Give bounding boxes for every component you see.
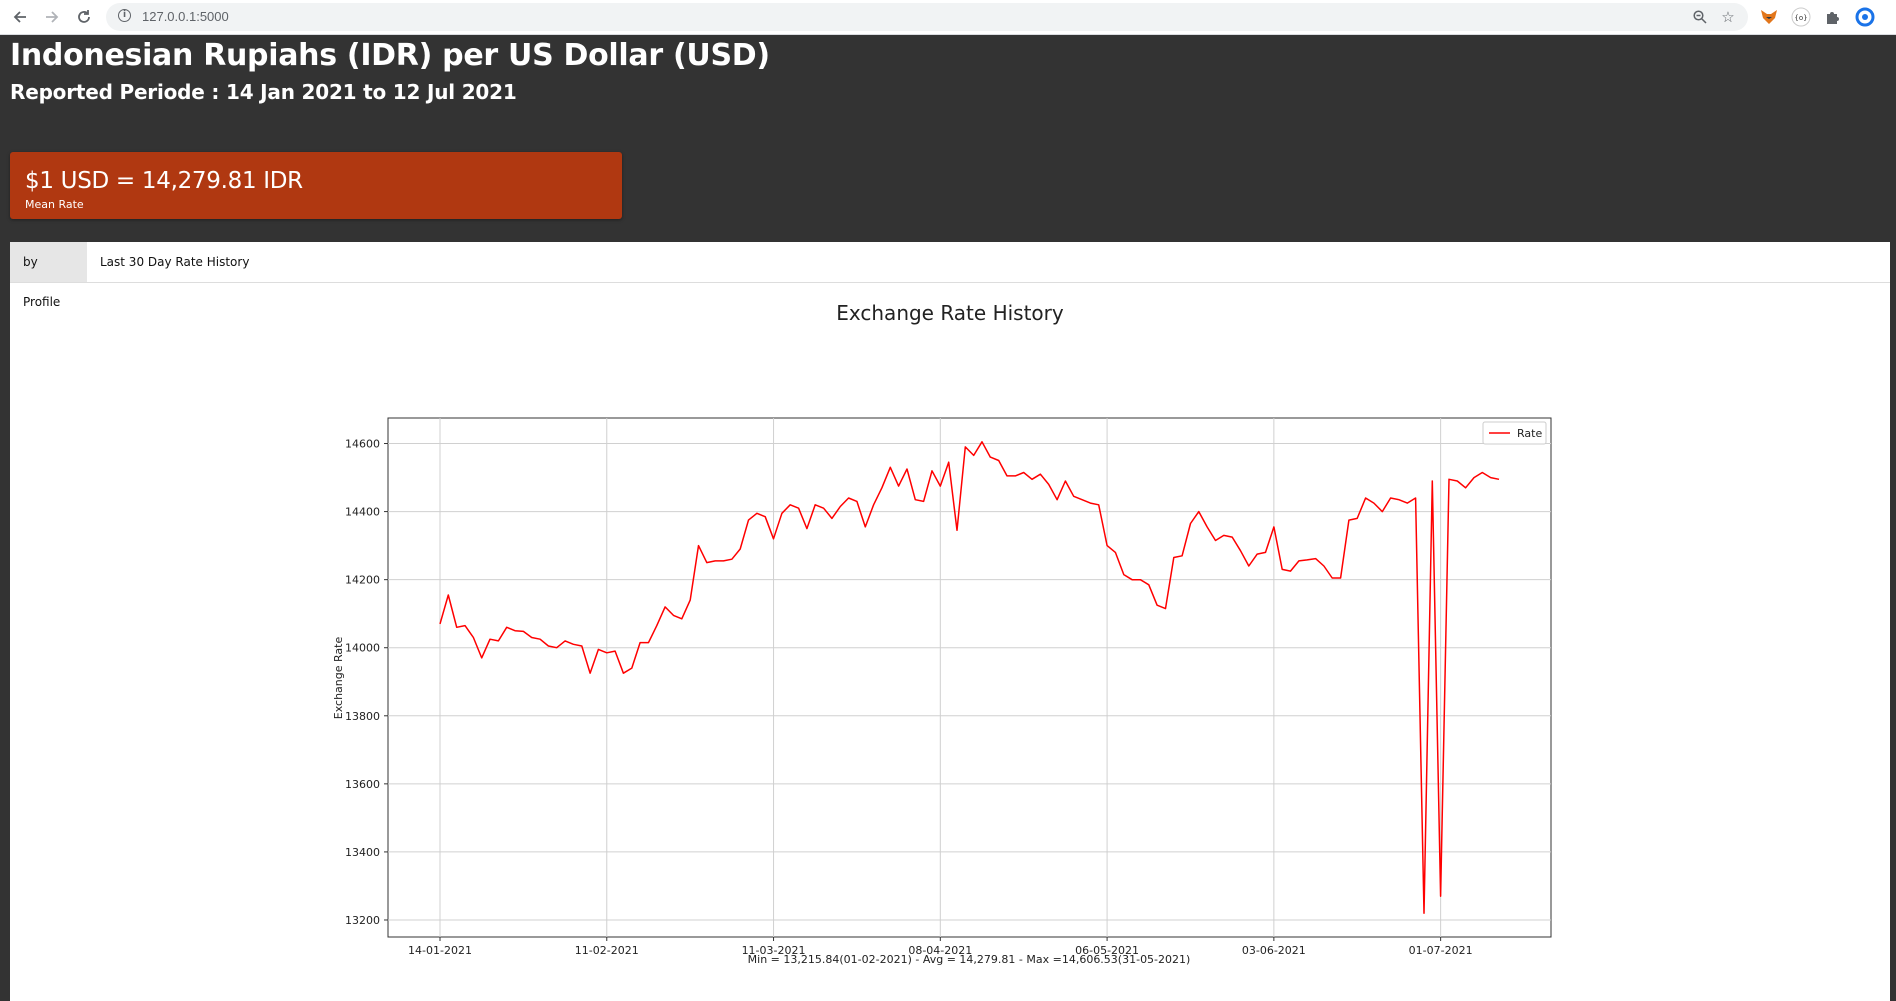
extension-badge-icon[interactable]: {o} — [1790, 6, 1812, 28]
x-tick-label: 14-01-2021 — [408, 944, 472, 957]
chart-legend: Rate — [1482, 421, 1547, 445]
gridlines — [388, 418, 1551, 937]
address-bar[interactable]: i 127.0.0.1:5000 ☆ — [106, 3, 1748, 31]
reload-icon[interactable] — [72, 5, 96, 29]
tab-last-30-day-rate-history[interactable]: Last 30 Day Rate History — [100, 255, 250, 269]
puzzle-extensions-icon[interactable] — [1822, 6, 1844, 28]
site-info-icon[interactable]: i — [118, 9, 131, 22]
url-text: 127.0.0.1:5000 — [142, 9, 229, 24]
chart-heading: Exchange Rate History — [836, 301, 1064, 325]
reported-period: Reported Periode : 14 Jan 2021 to 12 Jul… — [10, 80, 517, 104]
zoom-icon[interactable] — [1690, 7, 1710, 27]
tab-bar: by Profile Last 30 Day Rate History — [10, 242, 1890, 309]
y-tick-label: 13600 — [345, 778, 380, 791]
x-tick-label: 08-04-2021 — [908, 944, 972, 957]
forward-arrow-icon[interactable] — [40, 5, 64, 29]
y-tick-label: 13800 — [345, 710, 380, 723]
tab-by-profile[interactable]: by Profile — [10, 242, 87, 309]
x-tick-label: 06-05-2021 — [1075, 944, 1139, 957]
fox-extension-icon[interactable] — [1758, 6, 1780, 28]
mean-rate-label: Mean Rate — [25, 198, 84, 211]
y-axis-label: Exchange Rate — [332, 637, 345, 720]
svg-text:{o}: {o} — [1794, 14, 1807, 22]
x-tick-label: 01-07-2021 — [1409, 944, 1473, 957]
profile-avatar-icon[interactable] — [1854, 6, 1876, 28]
content-panel: by Profile Last 30 Day Rate History Exch… — [10, 242, 1890, 1001]
x-tick-label: 03-06-2021 — [1242, 944, 1306, 957]
y-tick-label: 14200 — [345, 574, 380, 587]
y-tick-label: 14600 — [345, 438, 380, 451]
x-axis-label: Min = 13,215.84(01-02-2021) - Avg = 14,2… — [748, 953, 1191, 966]
y-axis-ticks: 13200 13400 13600 13800 14000 14200 14400 14600 — [345, 438, 388, 927]
mean-rate-value: $1 USD = 14,279.81 IDR — [25, 168, 303, 194]
back-arrow-icon[interactable] — [8, 5, 32, 29]
legend-label-rate: Rate — [1517, 427, 1542, 440]
browser-toolbar: i 127.0.0.1:5000 ☆ {o} — [0, 0, 1896, 35]
rate-series-line — [439, 441, 1500, 914]
y-tick-label: 13200 — [345, 914, 380, 927]
x-axis-ticks: 14-01-2021 11-02-2021 11-03-2021 08-04-2021… — [408, 937, 1473, 957]
exchange-rate-chart: Exchange Rate History 13200 13400 13600 138… — [332, 301, 1552, 966]
y-tick-label: 13400 — [345, 846, 380, 859]
x-tick-label: 11-02-2021 — [575, 944, 639, 957]
x-tick-label: 11-03-2021 — [742, 944, 806, 957]
y-tick-label: 14400 — [345, 506, 380, 519]
plot-frame — [387, 417, 1552, 938]
y-tick-label: 14000 — [345, 642, 380, 655]
mean-rate-card: $1 USD = 14,279.81 IDR Mean Rate — [10, 152, 622, 219]
page-title: Indonesian Rupiahs (IDR) per US Dollar (… — [10, 38, 770, 73]
bookmark-star-icon[interactable]: ☆ — [1721, 8, 1735, 26]
